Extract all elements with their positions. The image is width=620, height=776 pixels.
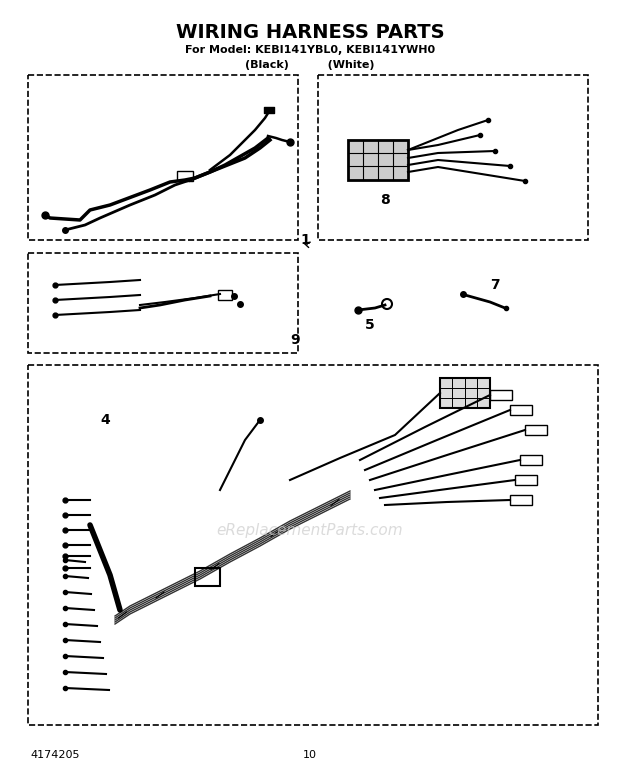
Text: 10: 10 bbox=[303, 750, 317, 760]
Text: 4174205: 4174205 bbox=[30, 750, 79, 760]
Bar bbox=[348, 140, 408, 180]
Text: 9: 9 bbox=[290, 333, 299, 347]
Text: 4: 4 bbox=[100, 413, 110, 427]
Text: eReplacementParts.com: eReplacementParts.com bbox=[216, 522, 404, 538]
Bar bbox=[510, 405, 532, 415]
Bar bbox=[177, 171, 193, 181]
Bar bbox=[490, 390, 512, 400]
Text: 7: 7 bbox=[490, 278, 500, 292]
Text: (Black)          (White): (Black) (White) bbox=[246, 60, 374, 70]
Text: WIRING HARNESS PARTS: WIRING HARNESS PARTS bbox=[175, 23, 445, 41]
Bar bbox=[440, 378, 490, 408]
Bar bbox=[218, 290, 232, 300]
Bar bbox=[510, 495, 532, 505]
Text: 1: 1 bbox=[300, 233, 310, 247]
Bar bbox=[195, 568, 220, 586]
Text: 8: 8 bbox=[380, 193, 390, 207]
Bar bbox=[520, 455, 542, 465]
Bar bbox=[525, 425, 547, 435]
Text: For Model: KEBI141YBL0, KEBI141YWH0: For Model: KEBI141YBL0, KEBI141YWH0 bbox=[185, 45, 435, 55]
Bar bbox=[515, 475, 537, 485]
Text: 5: 5 bbox=[365, 318, 375, 332]
